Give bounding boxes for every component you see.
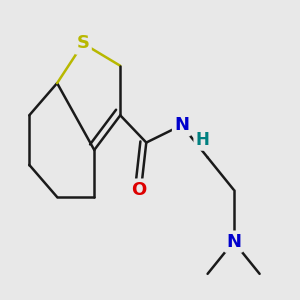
Text: N: N [226, 232, 241, 250]
Text: H: H [195, 131, 209, 149]
Text: O: O [131, 181, 146, 199]
Text: N: N [174, 116, 189, 134]
Text: S: S [76, 34, 90, 52]
